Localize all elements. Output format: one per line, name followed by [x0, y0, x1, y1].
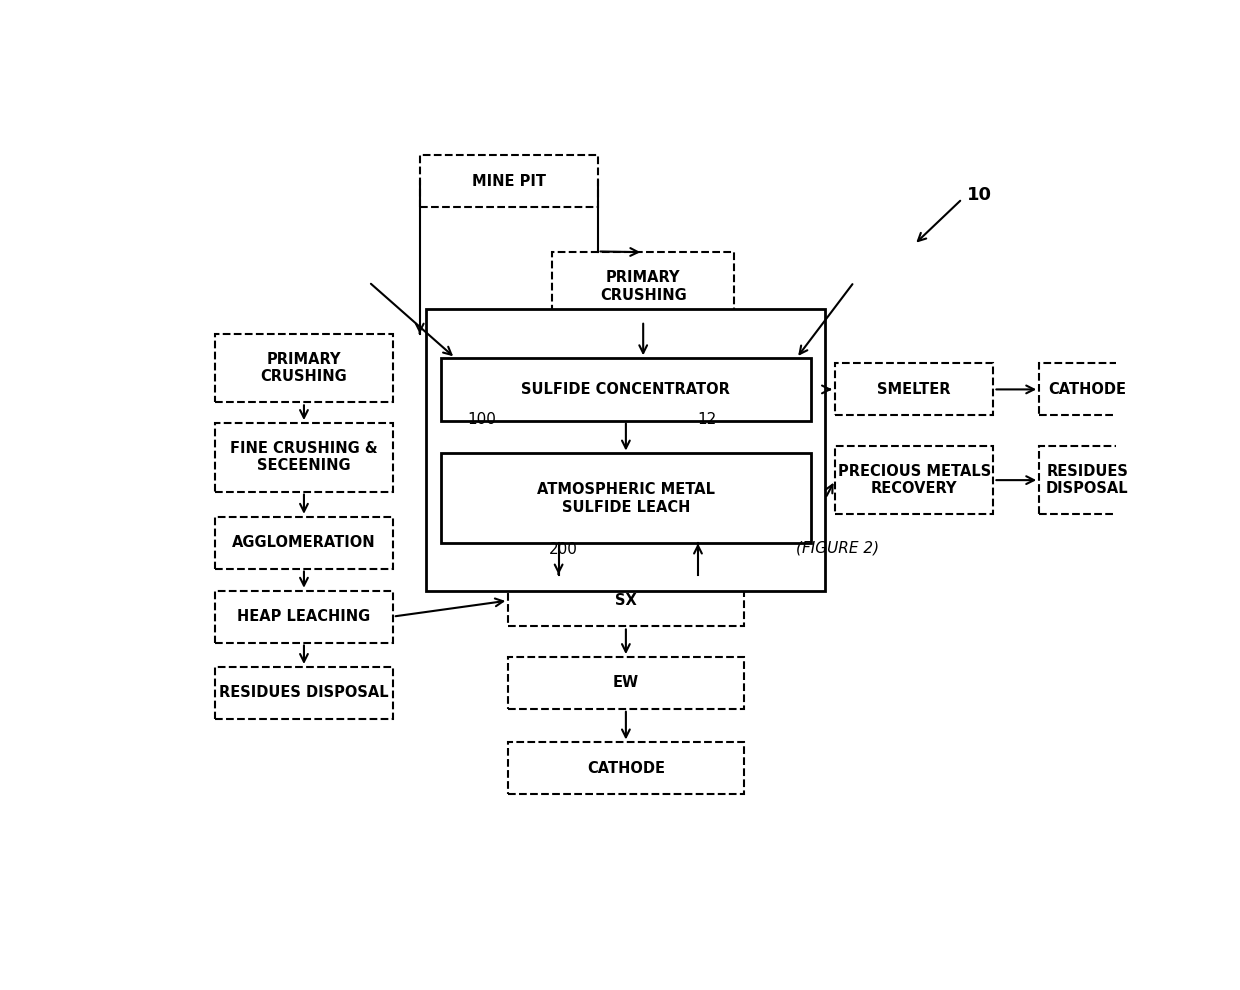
- Bar: [420, 155, 598, 207]
- Bar: [427, 309, 826, 591]
- Text: SX: SX: [615, 593, 637, 608]
- Bar: [215, 591, 393, 643]
- Bar: [508, 742, 744, 794]
- Bar: [441, 358, 811, 421]
- Text: RESIDUES
DISPOSAL: RESIDUES DISPOSAL: [1045, 464, 1128, 496]
- Bar: [835, 363, 993, 416]
- Text: FINE CRUSHING &
SECEENING: FINE CRUSHING & SECEENING: [231, 442, 378, 473]
- Text: EW: EW: [613, 675, 639, 690]
- Text: SULFIDE CONCENTRATOR: SULFIDE CONCENTRATOR: [522, 382, 730, 397]
- Text: PRIMARY
CRUSHING: PRIMARY CRUSHING: [600, 270, 687, 303]
- Text: ATMOSPHERIC METAL
SULFIDE LEACH: ATMOSPHERIC METAL SULFIDE LEACH: [537, 482, 715, 515]
- Text: AGGLOMERATION: AGGLOMERATION: [232, 536, 376, 550]
- Text: 200: 200: [549, 542, 578, 557]
- Text: PRECIOUS METALS
RECOVERY: PRECIOUS METALS RECOVERY: [837, 464, 991, 496]
- Bar: [441, 453, 811, 544]
- Text: 10: 10: [967, 186, 992, 204]
- Bar: [508, 657, 744, 709]
- Bar: [508, 574, 744, 627]
- Text: 12: 12: [697, 413, 717, 428]
- Bar: [552, 252, 734, 321]
- Text: HEAP LEACHING: HEAP LEACHING: [237, 609, 371, 624]
- Text: RESIDUES DISPOSAL: RESIDUES DISPOSAL: [219, 685, 389, 700]
- Text: SMELTER: SMELTER: [878, 382, 951, 397]
- Bar: [215, 667, 393, 719]
- Text: (FIGURE 2): (FIGURE 2): [796, 541, 879, 555]
- Bar: [215, 517, 393, 568]
- Bar: [215, 334, 393, 402]
- Bar: [835, 446, 993, 515]
- Bar: [1039, 363, 1136, 416]
- Text: MINE PIT: MINE PIT: [471, 174, 546, 189]
- Text: CATHODE: CATHODE: [587, 760, 665, 776]
- Text: CATHODE: CATHODE: [1048, 382, 1126, 397]
- Text: 100: 100: [467, 413, 496, 428]
- Bar: [1039, 446, 1136, 515]
- Bar: [215, 423, 393, 492]
- Text: PRIMARY
CRUSHING: PRIMARY CRUSHING: [260, 351, 347, 384]
